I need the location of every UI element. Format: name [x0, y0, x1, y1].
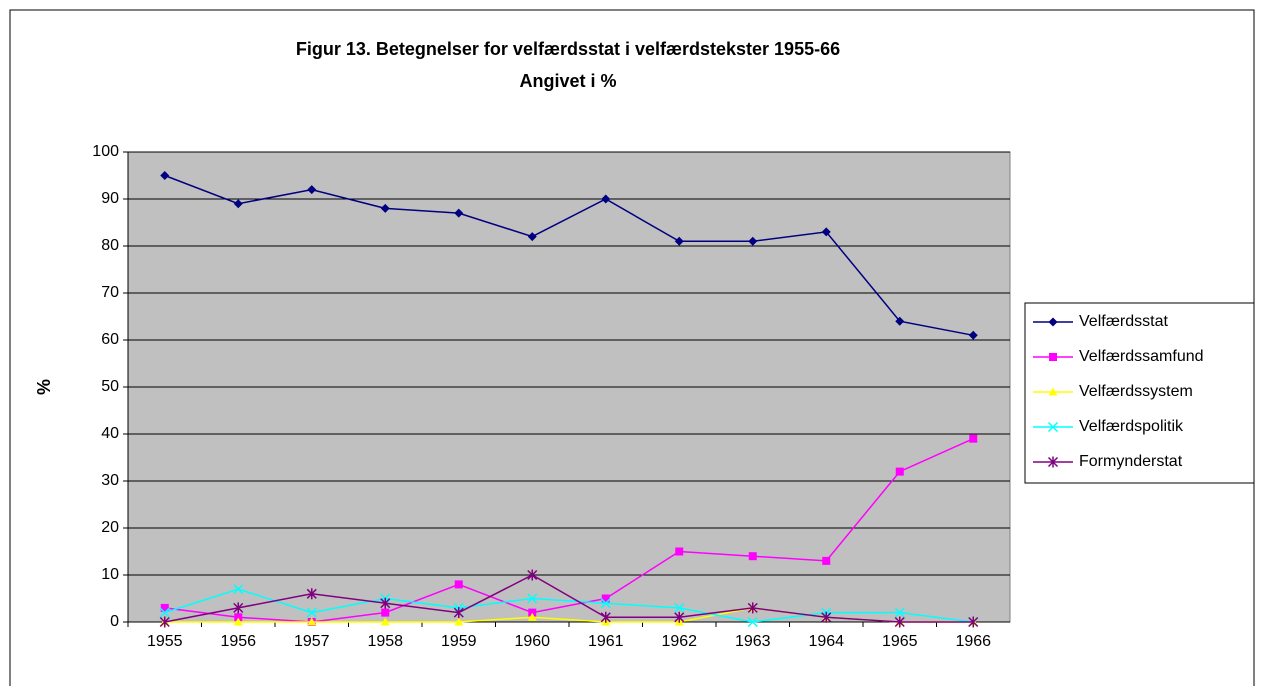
marker [453, 607, 464, 619]
y-tick-label: 40 [101, 425, 119, 442]
marker [969, 434, 978, 443]
marker [1048, 387, 1058, 396]
marker [1047, 456, 1059, 468]
marker [895, 316, 905, 326]
marker [527, 593, 538, 604]
legend-label: Velfærdsstat [1079, 313, 1168, 330]
marker [748, 236, 758, 246]
marker [233, 199, 243, 209]
marker [160, 603, 169, 612]
y-tick-label: 20 [101, 519, 119, 536]
marker [454, 208, 464, 218]
legend-label: Velfærdssamfund [1079, 348, 1204, 365]
series-line [164, 588, 974, 623]
marker [306, 607, 317, 618]
marker [454, 580, 463, 589]
marker [822, 556, 831, 565]
marker [601, 194, 611, 204]
marker [894, 607, 905, 618]
x-tick-label: 1966 [955, 633, 991, 650]
x-tick-label: 1962 [661, 633, 697, 650]
y-tick-label: 0 [110, 613, 119, 630]
y-tick-label: 70 [101, 284, 119, 301]
marker [674, 602, 685, 613]
marker [601, 594, 610, 603]
marker [527, 569, 538, 581]
x-tick-label: 1955 [147, 633, 183, 650]
x-tick-label: 1963 [735, 633, 771, 650]
x-tick-label: 1959 [441, 633, 477, 650]
x-tick-label: 1956 [220, 633, 256, 650]
x-tick-label: 1961 [588, 633, 624, 650]
series-line [164, 174, 974, 337]
marker [600, 611, 611, 623]
marker [380, 203, 390, 213]
marker [748, 552, 757, 561]
x-tick-label: 1957 [294, 633, 330, 650]
series-line [164, 574, 974, 623]
marker [380, 617, 390, 626]
x-tick-label: 1960 [514, 633, 550, 650]
marker [968, 616, 979, 628]
marker [674, 236, 684, 246]
marker [674, 611, 685, 623]
marker [454, 617, 464, 626]
marker [747, 616, 758, 628]
marker [527, 612, 537, 621]
marker [1047, 421, 1059, 433]
marker [233, 584, 244, 595]
series-line [164, 438, 974, 623]
legend-label: Formynderstat [1079, 453, 1183, 470]
marker [1049, 353, 1057, 361]
marker [894, 616, 905, 628]
marker [159, 607, 170, 618]
marker [821, 227, 831, 237]
y-tick-label: 90 [101, 190, 119, 207]
marker [233, 617, 243, 626]
y-tick-label: 80 [101, 237, 119, 254]
chart-subtitle: Angivet i % [519, 71, 616, 91]
chart-title: Figur 13. Betegnelser for velfærdsstat i… [296, 39, 840, 59]
marker [233, 602, 244, 614]
legend-box [1024, 302, 1255, 484]
marker [528, 608, 537, 617]
marker [160, 171, 170, 180]
marker [307, 617, 317, 626]
marker [821, 611, 832, 623]
marker [675, 547, 684, 556]
marker [306, 588, 317, 600]
marker [600, 598, 611, 609]
y-tick-label: 100 [92, 143, 119, 160]
marker [159, 616, 170, 628]
marker [234, 613, 243, 622]
y-tick-label: 50 [101, 378, 119, 395]
marker [380, 597, 391, 609]
x-tick-label: 1964 [808, 633, 844, 650]
marker [1048, 317, 1058, 327]
marker [527, 232, 537, 242]
marker [307, 185, 317, 195]
x-tick-label: 1965 [882, 633, 918, 650]
y-tick-label: 10 [101, 566, 119, 583]
marker [968, 330, 978, 340]
marker [381, 608, 390, 617]
x-tick-label: 1958 [367, 633, 403, 650]
marker [895, 467, 904, 476]
legend-label: Velfærdssystem [1079, 383, 1193, 400]
y-tick-label: 30 [101, 472, 119, 489]
y-axis-label: % [34, 379, 54, 395]
marker [747, 602, 758, 614]
y-tick-label: 60 [101, 331, 119, 348]
legend-label: Velfærdspolitik [1079, 418, 1184, 435]
